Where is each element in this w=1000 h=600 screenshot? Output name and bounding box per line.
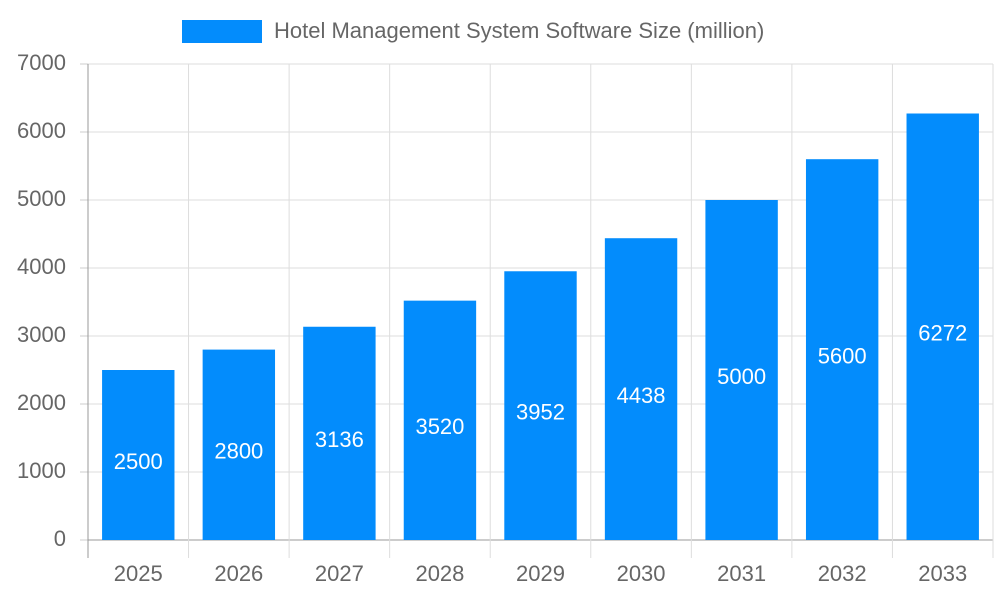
x-tick-label: 2028: [415, 561, 464, 586]
data-label: 3952: [516, 399, 565, 424]
y-tick-label: 0: [54, 526, 66, 551]
x-tick-label: 2032: [818, 561, 867, 586]
data-label: 5600: [818, 343, 867, 368]
x-tick-label: 2027: [315, 561, 364, 586]
y-tick-label: 6000: [17, 118, 66, 143]
data-label: 3136: [315, 427, 364, 452]
data-label: 3520: [415, 414, 464, 439]
bar: [805, 159, 879, 540]
bar: [604, 238, 678, 540]
legend-label: Hotel Management System Software Size (m…: [274, 18, 764, 43]
y-tick-label: 2000: [17, 390, 66, 415]
data-label: 4438: [617, 383, 666, 408]
x-tick-label: 2031: [717, 561, 766, 586]
x-tick-label: 2030: [617, 561, 666, 586]
x-tick-label: 2026: [214, 561, 263, 586]
x-tick-label: 2029: [516, 561, 565, 586]
bar: [504, 271, 577, 540]
y-tick-label: 5000: [17, 186, 66, 211]
data-label: 2500: [114, 449, 163, 474]
bar: [303, 326, 376, 540]
legend-swatch: [182, 20, 262, 43]
bar: [202, 349, 276, 540]
x-tick-label: 2025: [114, 561, 163, 586]
data-label: 6272: [918, 321, 967, 346]
data-label: 2800: [214, 439, 263, 464]
y-tick-label: 7000: [17, 50, 66, 75]
data-label: 5000: [717, 364, 766, 389]
y-tick-label: 3000: [17, 322, 66, 347]
x-tick-label: 2033: [918, 561, 967, 586]
bar: [102, 370, 175, 540]
bar: [705, 200, 778, 540]
y-tick-label: 4000: [17, 254, 66, 279]
bar: [403, 300, 477, 540]
y-tick-label: 1000: [17, 458, 66, 483]
bar: [906, 113, 979, 540]
